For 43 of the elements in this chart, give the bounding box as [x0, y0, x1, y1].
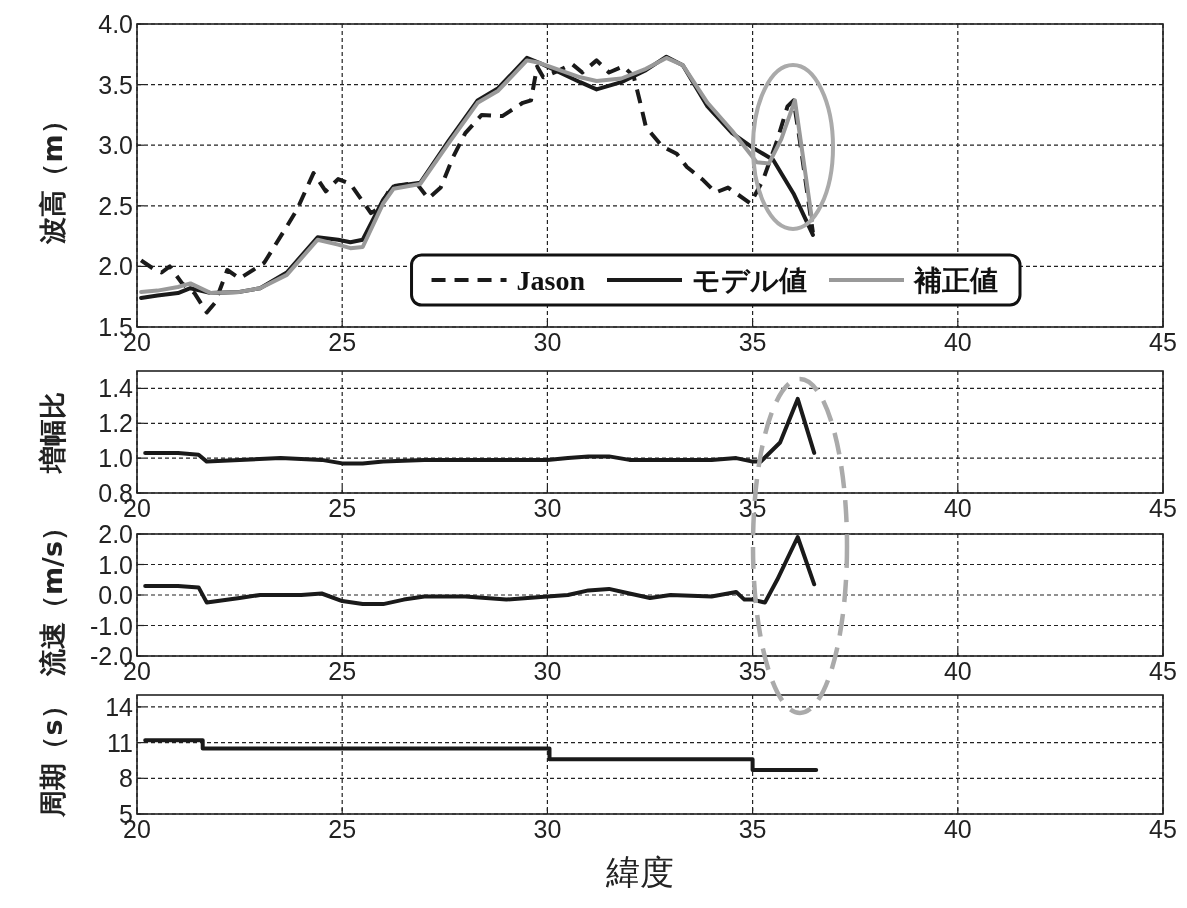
x-tick-label: 45 [1149, 494, 1177, 522]
y-axis-title: 流速（m/s） [37, 513, 68, 678]
x-tick-label: 40 [943, 815, 972, 843]
x-tick-label: 35 [738, 815, 767, 843]
x-tick-label: 30 [533, 328, 562, 356]
x-tick-label: 30 [533, 657, 562, 685]
x-tick-label: 45 [1149, 815, 1177, 843]
y-tick-label: 3.0 [98, 131, 133, 160]
y-tick-label: -1.0 [89, 611, 133, 640]
y-tick-label: 1.0 [98, 444, 133, 473]
y-axis-title: 波高（m） [37, 107, 68, 245]
x-tick-label: 30 [533, 494, 562, 522]
y-tick-label: 4.0 [98, 10, 133, 38]
x-tick-label: 40 [943, 494, 972, 522]
x-tick-label: 25 [328, 657, 357, 685]
y-tick-label: 2.0 [98, 520, 133, 548]
y-tick-label: 2.0 [98, 252, 133, 281]
x-tick-label: 40 [943, 657, 972, 685]
x-tick-label: 30 [533, 815, 562, 843]
x-tick-label: 25 [328, 494, 357, 522]
legend-label: 補正値 [913, 265, 998, 296]
x-tick-label: 40 [943, 328, 972, 356]
y-tick-label: 1.2 [98, 409, 133, 438]
y-axis-title: 周期（s） [37, 692, 68, 818]
x-tick-label: 35 [738, 494, 767, 522]
x-tick-label: 25 [328, 815, 357, 843]
legend-label: Jason [516, 265, 586, 296]
y-tick-label: 0.0 [98, 581, 133, 609]
y-tick-label: 1.0 [98, 550, 133, 579]
y-tick-label: 1.4 [98, 374, 134, 403]
x-tick-label: 45 [1149, 328, 1177, 356]
y-tick-label: 8 [119, 764, 133, 793]
y-tick-label: 14 [105, 692, 134, 721]
x-axis-title: 緯度 [605, 852, 674, 892]
x-tick-label: 35 [738, 657, 767, 685]
legend-label: モデル値 [692, 265, 807, 296]
y-tick-label: 3.5 [98, 70, 133, 99]
y-tick-label: 2.5 [98, 191, 133, 220]
y-tick-label: 11 [107, 728, 133, 757]
x-tick-label: 45 [1149, 657, 1177, 685]
x-tick-label: 35 [738, 328, 767, 356]
x-tick-label: 25 [328, 328, 357, 356]
y-axis-title: 増幅比 [37, 391, 68, 474]
